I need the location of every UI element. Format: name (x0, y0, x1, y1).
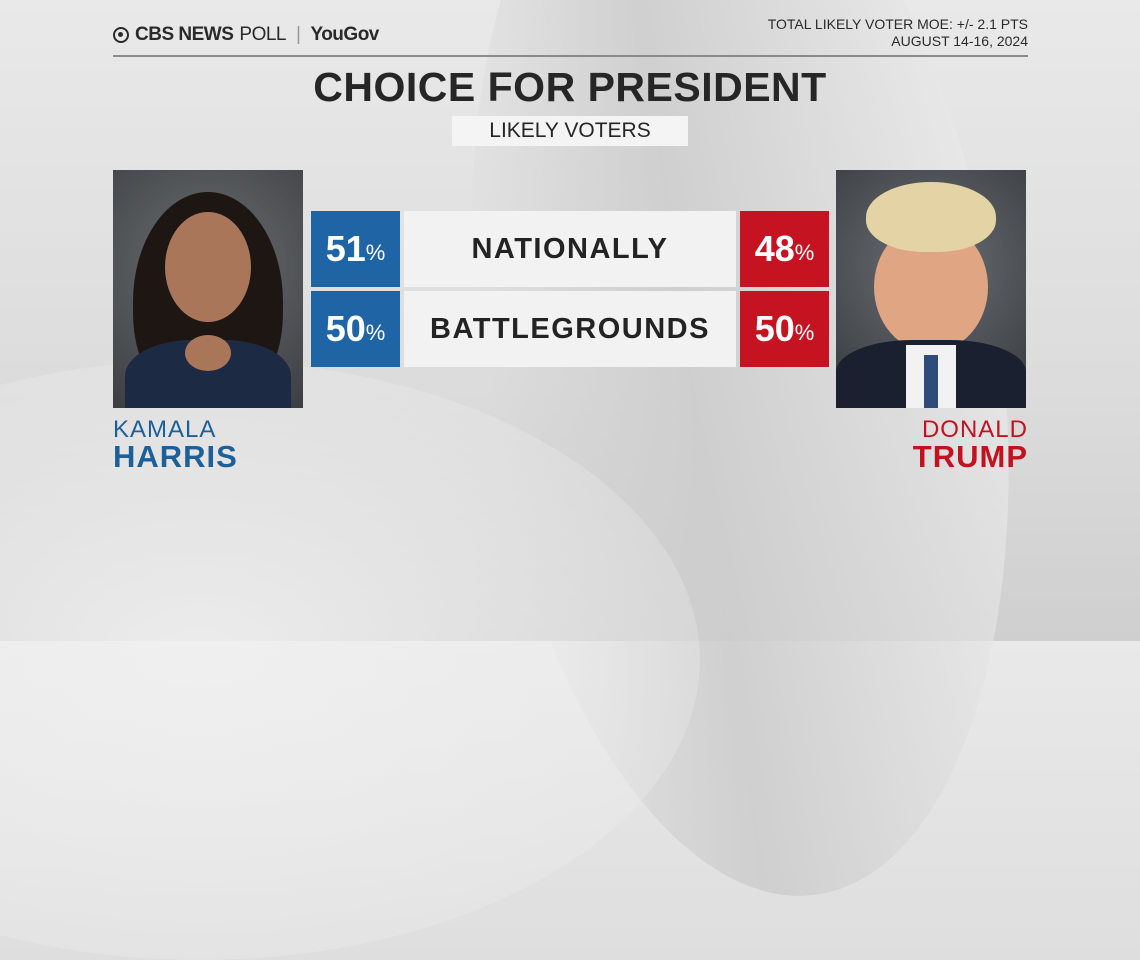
poll-meta: TOTAL LIKELY VOTER MOE: +/- 2.1 PTS AUGU… (768, 16, 1028, 50)
trump-first-name: DONALD (921, 416, 1028, 443)
results-table: 51% NATIONALLY 48% 50% BATTLEGROUNDS 50% (311, 211, 829, 371)
header-divider (113, 55, 1028, 57)
poll-dates: AUGUST 14-16, 2024 (891, 33, 1028, 49)
trump-name: DONALD TRUMP (912, 416, 1028, 474)
chart-title: CHOICE FOR PRESIDENT (313, 64, 827, 110)
row-battlegrounds: 50% BATTLEGROUNDS 50% (311, 291, 829, 367)
logo-poll: POLL (239, 24, 286, 45)
percent-sign: % (794, 240, 815, 265)
logo-partner: YouGov (310, 24, 379, 45)
harris-pct-battlegrounds: 50% (311, 291, 400, 367)
percent-sign: % (365, 320, 386, 345)
row-nationally: 51% NATIONALLY 48% (311, 211, 829, 287)
moe-text: TOTAL LIKELY VOTER MOE: +/- 2.1 PTS (767, 16, 1028, 32)
poll-logo: CBS NEWS POLL | YouGov (113, 24, 379, 46)
trump-pct-nationally: 48% (740, 211, 829, 287)
logo-network: CBS NEWS (135, 24, 234, 45)
harris-photo (113, 170, 303, 408)
trump-pct-battlegrounds: 50% (740, 291, 829, 367)
harris-last-name: HARRIS (113, 439, 238, 474)
cbs-eye-icon (113, 27, 129, 43)
harris-pct-nationally: 51% (311, 211, 400, 287)
logo-separator: | (296, 24, 301, 45)
percent-sign: % (794, 320, 815, 345)
harris-name: KAMALA HARRIS (113, 416, 238, 474)
trump-value: 50 (754, 308, 795, 349)
percent-sign: % (365, 240, 386, 265)
trump-photo (836, 170, 1026, 408)
row-label: NATIONALLY (404, 211, 736, 287)
harris-value: 51 (325, 228, 366, 269)
trump-last-name: TRUMP (912, 439, 1028, 474)
chart-subtitle: LIKELY VOTERS (452, 116, 688, 146)
trump-value: 48 (754, 228, 795, 269)
row-label: BATTLEGROUNDS (404, 291, 736, 367)
harris-value: 50 (325, 308, 366, 349)
harris-first-name: KAMALA (113, 416, 217, 443)
